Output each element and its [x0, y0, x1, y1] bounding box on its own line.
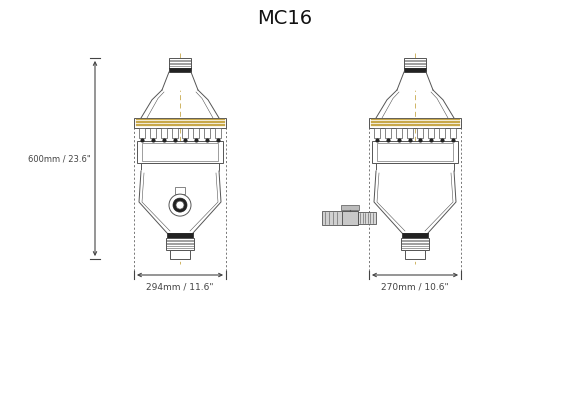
- Bar: [372, 141, 458, 163]
- Bar: [322, 210, 342, 224]
- Bar: [342, 210, 358, 224]
- Bar: [385, 128, 391, 138]
- Bar: [428, 128, 434, 138]
- Bar: [404, 58, 426, 68]
- Bar: [137, 141, 223, 163]
- Bar: [450, 128, 456, 138]
- Text: 600mm / 23.6": 600mm / 23.6": [28, 154, 91, 163]
- Bar: [376, 163, 454, 171]
- Bar: [142, 143, 218, 161]
- Text: MC16: MC16: [258, 8, 312, 28]
- Bar: [377, 143, 453, 161]
- Bar: [417, 128, 424, 138]
- Bar: [439, 128, 445, 138]
- Bar: [401, 238, 429, 250]
- Polygon shape: [397, 72, 433, 90]
- Circle shape: [173, 198, 187, 212]
- Circle shape: [169, 194, 191, 216]
- Bar: [404, 68, 426, 72]
- Bar: [150, 128, 156, 138]
- Bar: [358, 212, 376, 224]
- Bar: [166, 238, 194, 250]
- Bar: [182, 128, 189, 138]
- Circle shape: [176, 201, 184, 209]
- Text: 270mm / 10.6": 270mm / 10.6": [381, 283, 449, 292]
- Bar: [215, 128, 221, 138]
- Bar: [374, 128, 380, 138]
- Bar: [170, 250, 190, 259]
- Bar: [141, 163, 219, 171]
- Bar: [396, 128, 402, 138]
- Bar: [406, 128, 413, 138]
- Bar: [161, 128, 166, 138]
- Bar: [167, 233, 193, 238]
- Bar: [169, 58, 191, 68]
- Bar: [402, 233, 428, 238]
- Polygon shape: [162, 72, 198, 90]
- Bar: [204, 128, 210, 138]
- Polygon shape: [376, 171, 454, 233]
- Bar: [175, 187, 185, 194]
- Bar: [405, 250, 425, 259]
- Bar: [172, 128, 178, 138]
- Polygon shape: [141, 171, 219, 233]
- Bar: [193, 128, 200, 138]
- Bar: [169, 68, 191, 72]
- Text: 294mm / 11.6": 294mm / 11.6": [146, 283, 214, 292]
- Bar: [341, 204, 359, 210]
- Bar: [134, 118, 226, 128]
- Bar: [139, 128, 145, 138]
- Bar: [369, 118, 461, 128]
